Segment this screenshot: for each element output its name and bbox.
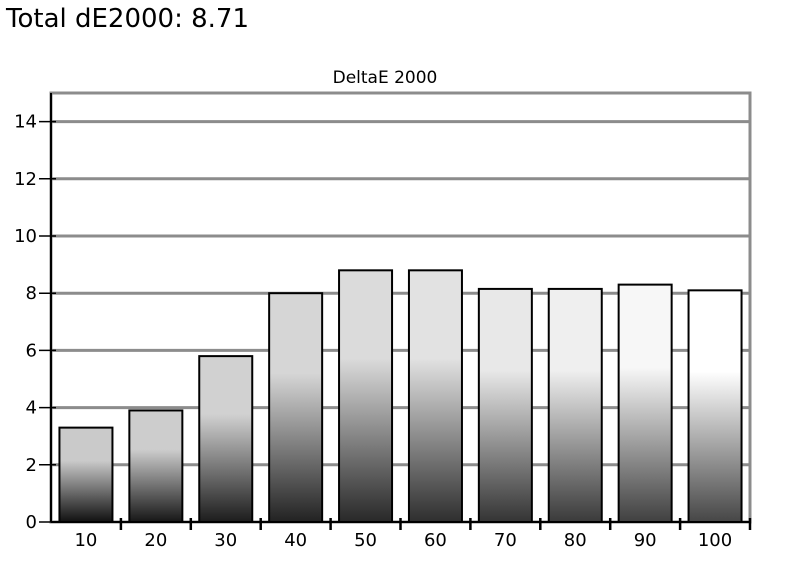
bar-layer xyxy=(58,269,743,524)
y-tick-label: 0 xyxy=(26,512,37,533)
x-tick-label: 80 xyxy=(564,530,587,551)
y-tick-label: 10 xyxy=(14,226,37,247)
bar-10 xyxy=(58,426,114,523)
y-tick-label: 2 xyxy=(26,455,37,476)
y-tick-label: 12 xyxy=(14,169,37,190)
x-tick-label: 10 xyxy=(74,530,97,551)
summary-label: Total dE2000: xyxy=(6,4,183,34)
bar-20 xyxy=(128,409,184,523)
bar-40 xyxy=(268,292,324,524)
bar-80 xyxy=(547,287,603,523)
x-tick-label: 90 xyxy=(634,530,657,551)
bar-60 xyxy=(407,269,463,523)
summary-headline: Total dE2000: 8.71 xyxy=(6,2,249,36)
bar-100 xyxy=(687,289,743,523)
chart-title: DeltaE 2000 xyxy=(333,68,438,88)
x-tick-label: 20 xyxy=(144,530,167,551)
y-tick-label: 6 xyxy=(26,340,37,361)
x-tick-label: 40 xyxy=(284,530,307,551)
x-tick-label: 30 xyxy=(214,530,237,551)
bar-70 xyxy=(477,287,533,523)
y-tick-label: 4 xyxy=(26,398,37,419)
bar-90 xyxy=(617,283,673,523)
x-tick-label: 60 xyxy=(424,530,447,551)
summary-value: 8.71 xyxy=(191,4,250,34)
y-tick-label: 14 xyxy=(14,112,37,133)
x-tick-label: 70 xyxy=(494,530,517,551)
bar-50 xyxy=(338,269,394,523)
axis-layer: 0 2 4 6 8 10 12 14 10 20 30 40 50 60 70 80 90 100 xyxy=(14,93,752,551)
bar-30 xyxy=(198,355,254,523)
x-tick-label: 100 xyxy=(698,530,732,551)
y-tick-label: 8 xyxy=(26,283,37,304)
x-tick-label: 50 xyxy=(354,530,377,551)
